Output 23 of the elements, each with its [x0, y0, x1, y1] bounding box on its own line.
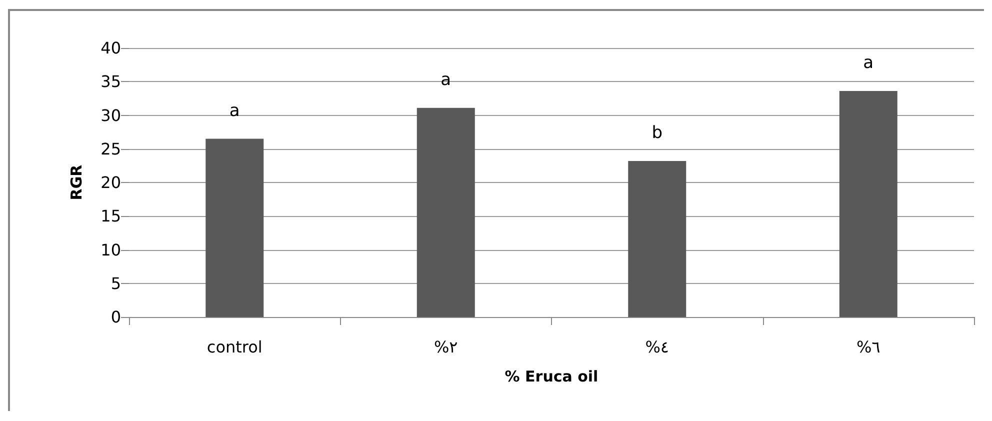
x-tick-label: %٢ [434, 338, 458, 356]
x-tick-label: control [206, 338, 262, 356]
y-tick-label: 30 [100, 106, 121, 125]
annotation: a [440, 70, 452, 90]
bar [206, 138, 264, 317]
y-tick-label: 20 [100, 173, 121, 192]
bar [416, 108, 475, 317]
bar [839, 91, 898, 317]
y-tick-label: 35 [100, 72, 121, 92]
y-tick-label: 15 [100, 206, 121, 226]
x-axis-title: % Eruca oil [504, 368, 598, 386]
y-tick-label: 25 [100, 139, 121, 158]
y-tick-label: 0 [110, 308, 121, 326]
annotation: b [652, 122, 663, 143]
y-tick-label: 10 [100, 240, 121, 260]
y-tick-label: 5 [110, 274, 121, 293]
x-tick-label: %٤ [645, 338, 670, 356]
bar [628, 160, 686, 317]
annotation: a [229, 100, 240, 121]
y-tick-label: 40 [100, 38, 121, 58]
annotation: a [863, 53, 874, 74]
x-tick-label: %٦ [856, 338, 880, 356]
y-axis-title: RGR [68, 164, 86, 200]
